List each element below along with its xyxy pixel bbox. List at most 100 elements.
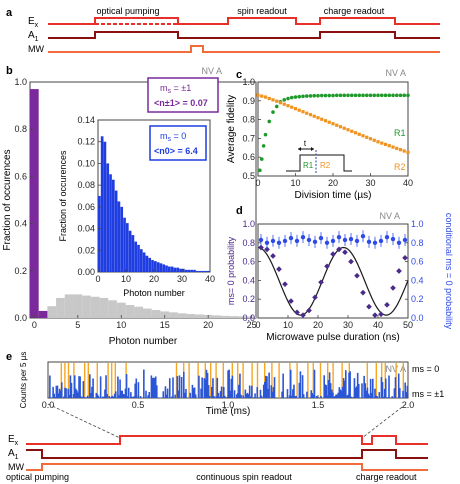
trace-count-bar — [108, 396, 111, 398]
trace-count-bar — [265, 375, 267, 398]
trace-count-bar — [72, 394, 75, 398]
trace-count-bar — [238, 384, 240, 398]
panel-c-inset-schematic: t R1 R2 — [286, 139, 352, 174]
x-tick-label: 20 — [149, 274, 159, 284]
trace-count-bar — [248, 385, 251, 398]
point-r1 — [316, 93, 320, 98]
trace-count-bar — [334, 396, 336, 398]
trace-count-bar — [53, 393, 55, 398]
trace-count-bar — [168, 378, 171, 398]
point-r1 — [286, 96, 290, 101]
trace-count-bar — [245, 393, 248, 398]
panel-b-nv-label: NV A — [201, 66, 222, 76]
point-ms0-probability — [360, 289, 366, 296]
trace-count-bar — [294, 396, 296, 398]
trace-count-bar — [217, 392, 220, 398]
trace-count-bar — [299, 371, 302, 398]
trace-count-bar — [249, 396, 252, 398]
point-ms0-probability — [384, 302, 390, 308]
trace-ms0-spike — [60, 363, 62, 398]
x-tick-label: 30 — [365, 178, 375, 188]
bar-ms0 — [238, 316, 248, 318]
trace-count-bar — [92, 378, 94, 398]
inset-bar — [165, 265, 168, 272]
bar-ms-pm1 — [30, 89, 39, 318]
x-tick-label: 50 — [403, 320, 413, 330]
trace-count-bar — [309, 397, 311, 398]
inset-bar — [176, 267, 180, 272]
t-label: t — [304, 139, 307, 148]
inset-bar — [190, 269, 194, 272]
inset-bar — [131, 235, 135, 272]
trace-count-bar — [272, 387, 275, 398]
trace-count-bar — [268, 372, 270, 398]
trace-ms0-spike — [73, 363, 75, 398]
trace-count-bar — [370, 392, 373, 398]
trace-count-bar — [328, 372, 331, 398]
point-r2 — [357, 132, 361, 136]
trace-count-bar — [185, 388, 187, 398]
point-conditional-ms0 — [306, 237, 312, 243]
point-conditional-ms0 — [324, 240, 330, 245]
panel-d-points — [257, 230, 409, 319]
trace-count-bar — [194, 394, 197, 398]
trace-count-bar — [256, 387, 259, 398]
trace-count-bar — [356, 372, 359, 398]
point-conditional-ms0 — [264, 240, 270, 245]
bar-ms-pm1 — [38, 310, 48, 318]
trace-count-bar — [120, 390, 122, 398]
y-tick-label: 0.7 — [242, 133, 255, 143]
trace-count-bar — [89, 374, 91, 398]
trace-count-bar — [58, 388, 61, 398]
trace-count-bar — [399, 388, 401, 398]
point-r2 — [376, 140, 380, 144]
trace-count-bar — [75, 388, 77, 398]
trace-count-bar — [63, 396, 65, 398]
point-r1 — [387, 93, 392, 98]
trace-ms0-spike — [256, 363, 259, 398]
point-r2 — [305, 111, 309, 115]
trace-count-bar — [380, 377, 383, 398]
trace-count-bar — [105, 375, 107, 398]
trace-count-bar — [162, 391, 165, 398]
point-conditional-ms0 — [318, 235, 324, 241]
trace-count-bar — [153, 378, 156, 398]
panel-b-inset-xlabel: Photon number — [123, 288, 185, 298]
panel-d-axes — [257, 223, 409, 319]
point-r1 — [282, 98, 287, 102]
trace-count-bar — [240, 394, 242, 398]
inset-bar — [204, 270, 208, 272]
trace-count-bar — [192, 388, 195, 398]
y-tick-label: 1.0 — [242, 219, 255, 229]
trace-ms0-spike — [341, 363, 343, 398]
trace-ms0-spike — [312, 363, 314, 398]
trace-count-bar — [270, 385, 273, 398]
bar-ms0 — [47, 306, 57, 318]
e-row-label-a1: A1 — [8, 448, 19, 461]
point-r2 — [286, 104, 290, 108]
trace-count-bar — [177, 390, 180, 398]
bar-ms0 — [169, 312, 178, 318]
trace-count-bar — [273, 377, 276, 398]
trace-count-bar — [164, 386, 167, 398]
trace-count-bar — [286, 389, 289, 398]
trace-count-bar — [172, 377, 174, 398]
y-tick-label: 0.4 — [242, 275, 255, 285]
trace-count-bar — [96, 394, 99, 398]
trace-count-bar — [49, 375, 51, 398]
trace-count-bar — [233, 390, 236, 398]
point-r1 — [312, 93, 317, 98]
y-tick-label: 0.2 — [14, 266, 27, 276]
trace-count-bar — [73, 375, 76, 398]
x-tick-label: 5 — [75, 320, 80, 330]
trace-count-bar — [145, 390, 147, 398]
trace-count-bar — [218, 396, 221, 398]
trace-ms0-spike — [96, 363, 98, 398]
panel-e-ylabel: Counts per 5 µs — [19, 352, 28, 409]
trace-count-bar — [95, 392, 98, 398]
point-r1 — [271, 110, 275, 114]
trace-count-bar — [355, 386, 358, 398]
trace-count-bar — [251, 385, 253, 398]
point-r2 — [271, 98, 275, 102]
